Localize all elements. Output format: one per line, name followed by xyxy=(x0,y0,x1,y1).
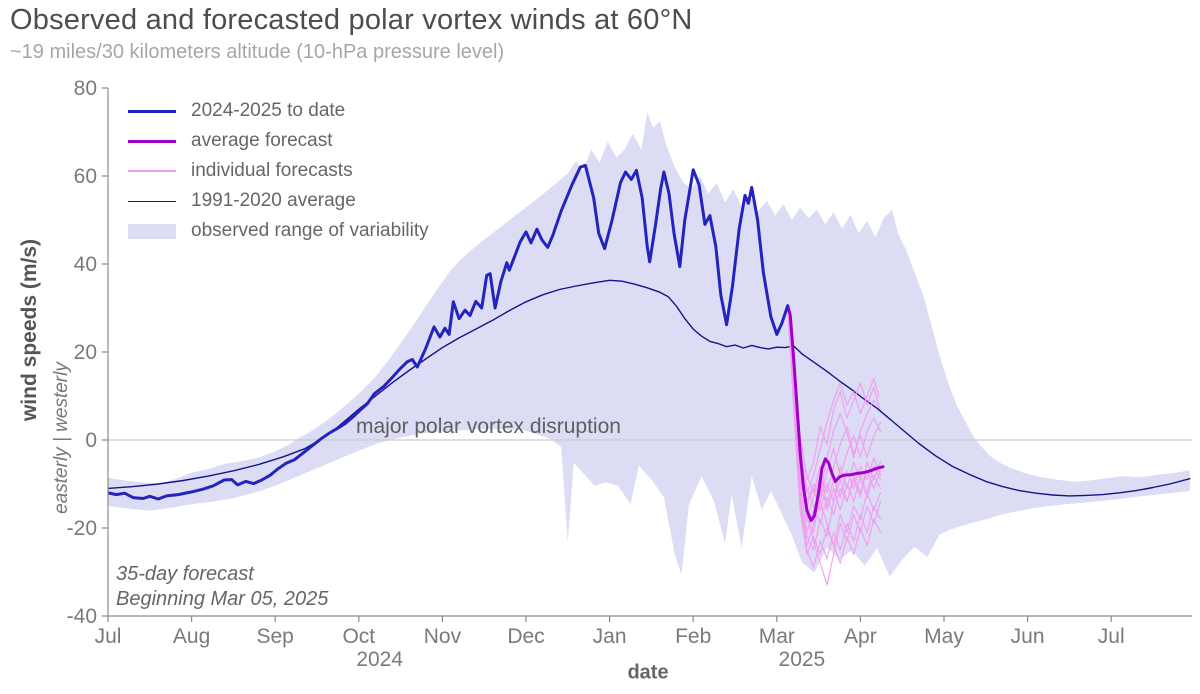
legend: 2024-2025 to date average forecast indiv… xyxy=(128,96,429,246)
x-tick-label: Mar xyxy=(759,625,795,648)
x-tick-label: Aug xyxy=(173,625,210,648)
y-tick-label: 80 xyxy=(74,77,97,100)
legend-item-variability-range: observed range of variability xyxy=(128,216,429,246)
forecast-line-sample-icon xyxy=(128,139,176,143)
forecast-annotation-line2: Beginning Mar 05, 2025 xyxy=(116,588,329,610)
x-tick-label: Jan xyxy=(593,625,627,648)
plot-area xyxy=(108,112,1192,586)
y-tick-label: 40 xyxy=(74,253,97,276)
disruption-annotation: major polar vortex disruption xyxy=(356,415,621,438)
x-tick-label: Feb xyxy=(675,625,711,648)
variability-patch-sample-icon xyxy=(128,223,176,239)
members-line-sample-icon xyxy=(128,170,176,172)
y-tick-label: -20 xyxy=(67,517,97,540)
page-title: Observed and forecasted polar vortex win… xyxy=(10,4,693,36)
y-tick-label: -40 xyxy=(67,605,97,628)
y-axis-label: wind speeds (m/s) xyxy=(18,238,41,422)
legend-label: 1991-2020 average xyxy=(191,190,356,211)
legend-item-average-forecast: average forecast xyxy=(128,126,429,156)
observed-line xyxy=(108,163,790,501)
legend-label: individual forecasts xyxy=(191,160,353,181)
x-tick-label: Jul xyxy=(95,625,122,648)
x-tick-label: May xyxy=(924,625,964,648)
x-tick-label: Jun xyxy=(1011,625,1045,648)
x-axis-label: date xyxy=(627,661,669,684)
forecast-member-line xyxy=(787,305,882,564)
x-tick-label: Sep xyxy=(257,625,294,648)
legend-item-observed: 2024-2025 to date xyxy=(128,96,429,126)
x-tick-label: Oct xyxy=(342,625,375,648)
y-tick-label: 60 xyxy=(74,165,97,188)
year-label: 2024 xyxy=(356,648,403,671)
legend-item-climatology: 1991-2020 average xyxy=(128,186,429,216)
legend-item-individual-forecasts: individual forecasts xyxy=(128,156,429,186)
forecast-member-line xyxy=(787,305,882,511)
y-axis-direction-label: easterly | westerly xyxy=(51,362,72,514)
observed-line-sample-icon xyxy=(128,109,176,113)
forecast-annotation: 35-day forecast Beginning Mar 05, 2025 xyxy=(116,562,328,612)
forecast-member-line xyxy=(787,305,882,569)
x-tick-label: Nov xyxy=(424,625,462,648)
legend-label: 2024-2025 to date xyxy=(191,100,346,121)
forecast-mean-line xyxy=(786,304,885,522)
x-tick-label: Dec xyxy=(507,625,544,648)
page-subtitle: ~19 miles/30 kilometers altitude (10-hPa… xyxy=(10,41,505,63)
climatology-line-sample-icon xyxy=(128,200,176,202)
x-tick-label: Apr xyxy=(844,625,877,648)
legend-label: average forecast xyxy=(191,130,333,151)
variability-band xyxy=(108,112,1190,577)
x-tick-label: Jul xyxy=(1098,625,1125,648)
year-label: 2025 xyxy=(779,648,826,671)
legend-label: observed range of variability xyxy=(191,220,429,241)
y-tick-label: 0 xyxy=(85,429,97,452)
y-tick-label: 20 xyxy=(74,341,97,364)
forecast-annotation-line1: 35-day forecast xyxy=(116,563,254,585)
